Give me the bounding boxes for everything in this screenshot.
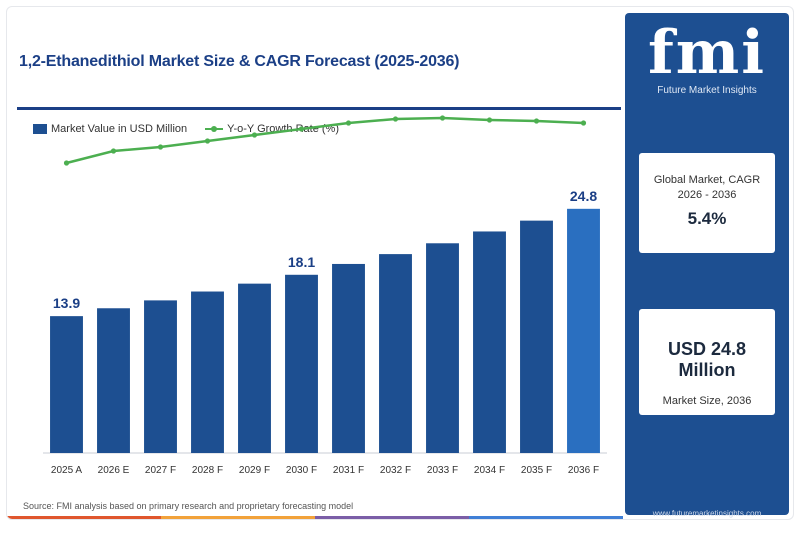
growth-rate-point bbox=[298, 126, 305, 132]
logo-company-name: Future Market Insights bbox=[657, 85, 757, 96]
growth-rate-point bbox=[204, 138, 211, 144]
bar-2035-f bbox=[520, 220, 553, 453]
growth-rate-point bbox=[533, 118, 540, 124]
strip-segment bbox=[469, 516, 623, 519]
logo-wordmark: fmi bbox=[647, 18, 767, 88]
legend-item-bars: Market Value in USD Million bbox=[33, 123, 187, 135]
x-tick-label: 2032 F bbox=[380, 465, 411, 476]
x-tick-label: 2033 F bbox=[427, 465, 458, 476]
legend-bar-swatch bbox=[33, 124, 47, 134]
infographic-frame: 1,2-Ethanedithiol Market Size & CAGR For… bbox=[6, 6, 794, 520]
bar-2028-f bbox=[191, 291, 224, 453]
legend-line-swatch bbox=[205, 124, 224, 134]
bar-2026-e bbox=[97, 308, 130, 453]
legend-line-label: Y-o-Y Growth Rate (%) bbox=[227, 123, 339, 135]
x-tick-label: 2030 F bbox=[286, 465, 317, 476]
title-divider bbox=[17, 107, 621, 110]
chart-title: 1,2-Ethanedithiol Market Size & CAGR For… bbox=[19, 53, 460, 70]
data-label: 18.1 bbox=[288, 254, 315, 270]
growth-rate-point bbox=[110, 148, 117, 154]
growth-rate-point bbox=[439, 115, 446, 121]
legend-item-line: Y-o-Y Growth Rate (%) bbox=[205, 123, 339, 135]
growth-rate-point bbox=[345, 120, 352, 126]
bar-2029-f bbox=[238, 283, 271, 453]
x-tick-label: 2034 F bbox=[474, 465, 505, 476]
market-size-card: USD 24.8 Million Market Size, 2036 bbox=[639, 309, 775, 415]
x-tick-label: 2026 E bbox=[98, 465, 130, 476]
growth-rate-point bbox=[580, 120, 587, 126]
x-tick-label: 2035 F bbox=[521, 465, 552, 476]
x-tick-label: 2028 F bbox=[192, 465, 223, 476]
x-tick-label: 2031 F bbox=[333, 465, 364, 476]
strip-segment bbox=[315, 516, 469, 519]
market-size-label: Market Size, 2036 bbox=[662, 395, 752, 407]
growth-rate-point bbox=[157, 144, 164, 150]
fmi-logo: fmi Future Market Insights bbox=[625, 23, 789, 96]
x-tick-label: 2029 F bbox=[239, 465, 270, 476]
data-label: 13.9 bbox=[53, 295, 80, 311]
x-tick-label: 2036 F bbox=[568, 465, 599, 476]
x-tick-label: 2027 F bbox=[145, 465, 176, 476]
chart-area: 1,2-Ethanedithiol Market Size & CAGR For… bbox=[7, 7, 623, 519]
summary-panel: fmi Future Market Insights Global Market… bbox=[625, 13, 789, 518]
bar-2032-f bbox=[379, 254, 412, 453]
bar-2027-f bbox=[144, 300, 177, 453]
bar-2025-a bbox=[50, 316, 83, 453]
bar-2030-f bbox=[285, 274, 318, 453]
market-size-value: USD 24.8 Million bbox=[667, 339, 747, 380]
bar-2031-f bbox=[332, 263, 365, 453]
strip-segment bbox=[7, 516, 161, 519]
growth-rate-point bbox=[392, 116, 399, 122]
cagr-card: Global Market, CAGR 2026 - 2036 5.4% bbox=[639, 153, 775, 253]
chart-plot: 2025 A 2026 E 2027 F 2028 F 2029 F 2030 F 2031… bbox=[43, 115, 607, 476]
growth-rate-point bbox=[251, 132, 258, 138]
cagr-label: Global Market, CAGR 2026 - 2036 bbox=[653, 174, 761, 201]
data-label: 24.8 bbox=[570, 188, 597, 204]
color-strip bbox=[7, 516, 623, 519]
website-url[interactable]: www.futuremarketinsights.com bbox=[652, 509, 762, 518]
bar-2034-f bbox=[473, 231, 506, 453]
growth-rate-point bbox=[486, 117, 493, 123]
source-note: Source: FMI analysis based on primary re… bbox=[23, 501, 354, 511]
chart-legend: Market Value in USD Million Y-o-Y Growth… bbox=[33, 123, 339, 135]
legend-bar-label: Market Value in USD Million bbox=[51, 123, 188, 135]
growth-rate-point bbox=[63, 160, 70, 166]
cagr-value: 5.4% bbox=[687, 209, 727, 228]
growth-rate-line bbox=[66, 116, 584, 165]
strip-segment bbox=[161, 516, 315, 519]
x-tick-label: 2025 A bbox=[51, 465, 82, 476]
bar-2036-f bbox=[567, 208, 600, 453]
bar-2033-f bbox=[426, 243, 459, 453]
